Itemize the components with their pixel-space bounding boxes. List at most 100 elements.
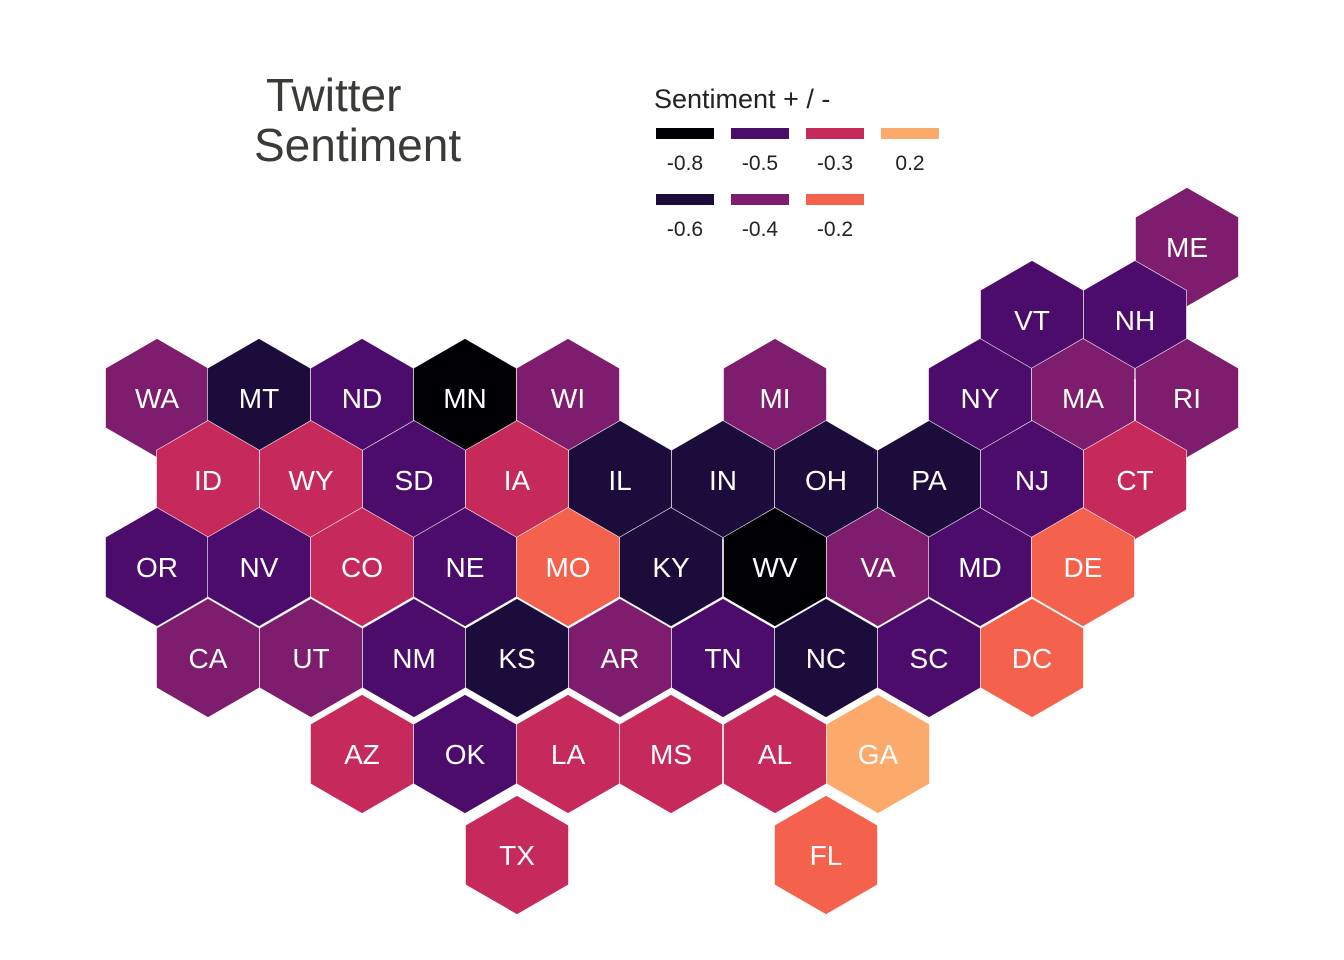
state-label: NH (1115, 305, 1155, 336)
state-label: VA (860, 552, 896, 583)
legend-label: -0.5 (741, 152, 779, 175)
state-hex-or: OR (105, 507, 209, 627)
state-label: MS (650, 739, 692, 770)
state-label: KS (498, 643, 535, 674)
state-label: OR (136, 552, 178, 583)
state-label: WV (752, 552, 797, 583)
state-label: CO (341, 552, 383, 583)
legend-swatch (806, 128, 864, 139)
state-hex-fl: FL (774, 795, 878, 915)
state-label: IN (709, 465, 737, 496)
state-hex-ks: KS (465, 598, 569, 718)
state-hex-ny: NY (928, 338, 1032, 458)
state-hex-wy: WY (259, 420, 363, 540)
legend-swatch (731, 128, 789, 139)
state-hex-de: DE (1031, 507, 1135, 627)
state-label: MI (759, 383, 790, 414)
state-label: MD (958, 552, 1002, 583)
state-hex-wa: WA (105, 338, 209, 458)
state-label: ND (342, 383, 382, 414)
state-label: NE (446, 552, 485, 583)
legend-label: -0.8 (666, 152, 704, 175)
legend-label: 0.2 (895, 152, 925, 175)
legend-title: Sentiment + / - (654, 84, 831, 114)
state-hex-md: MD (928, 507, 1032, 627)
state-label: IA (504, 465, 531, 496)
legend-item: -0.5 (730, 128, 800, 198)
state-hex-ky: KY (619, 507, 723, 627)
state-hex-co: CO (310, 507, 414, 627)
chart-title-line-1: Twitter (266, 69, 402, 121)
state-label: MO (545, 552, 590, 583)
state-hex-tn: TN (671, 598, 775, 718)
legend-label: -0.2 (816, 218, 854, 241)
legend-swatch (731, 194, 789, 205)
state-hex-al: AL (723, 694, 827, 814)
state-hex-nm: NM (362, 598, 466, 718)
state-hex-shape (1083, 260, 1187, 380)
state-hex-nv: NV (207, 507, 311, 627)
state-label: AR (601, 643, 640, 674)
legend-item: -0.2 (805, 194, 875, 264)
state-label: NV (240, 552, 279, 583)
legend-label: -0.4 (741, 218, 779, 241)
state-label: NC (806, 643, 846, 674)
state-hex-shape (619, 507, 723, 627)
legend-swatch (806, 194, 864, 205)
state-label: TX (499, 840, 535, 871)
state-label: AZ (344, 739, 380, 770)
state-hex-ok: OK (413, 694, 517, 814)
state-label: AL (758, 739, 792, 770)
state-hex-ms: MS (619, 694, 723, 814)
state-hex-tx: TX (465, 795, 569, 915)
state-hex-nj: NJ (980, 420, 1084, 540)
legend-swatch (656, 128, 714, 139)
state-label: CT (1116, 465, 1153, 496)
state-hex-id: ID (156, 420, 260, 540)
legend-swatch (881, 128, 939, 139)
state-label: SD (395, 465, 434, 496)
state-label: WI (551, 383, 585, 414)
state-hex-shape (980, 598, 1084, 718)
legend-item: 0.2 (880, 128, 950, 198)
state-label: NM (392, 643, 436, 674)
state-label: VT (1014, 305, 1050, 336)
state-label: WY (288, 465, 333, 496)
state-hex-ri: RI (1135, 338, 1239, 458)
chart-title-line-2: Sentiment (254, 119, 462, 171)
legend-swatch (656, 194, 714, 205)
state-hex-ia: IA (465, 420, 569, 540)
state-hex-nc: NC (774, 598, 878, 718)
state-hex-ut: UT (259, 598, 363, 718)
state-label: ME (1166, 232, 1208, 263)
state-hex-ar: AR (568, 598, 672, 718)
state-label: MA (1062, 383, 1104, 414)
state-hex-shape (826, 694, 930, 814)
state-label: GA (858, 739, 899, 770)
state-label: NY (961, 383, 1000, 414)
state-label: OK (445, 739, 486, 770)
state-hex-shape (1083, 420, 1187, 540)
state-label: WA (135, 383, 179, 414)
legend-item: -0.6 (655, 194, 725, 264)
state-hex-va: VA (826, 507, 930, 627)
state-hex-ct: CT (1083, 420, 1187, 540)
state-label: OH (805, 465, 847, 496)
state-label: SC (910, 643, 949, 674)
legend-item: -0.4 (730, 194, 800, 264)
state-label: MT (239, 383, 279, 414)
state-hex-dc: DC (980, 598, 1084, 718)
state-label: RI (1173, 383, 1201, 414)
state-hex-shape (619, 694, 723, 814)
state-hex-shape (465, 795, 569, 915)
state-hex-oh: OH (774, 420, 878, 540)
state-hex-shape (1031, 507, 1135, 627)
state-label: NJ (1015, 465, 1049, 496)
state-hex-in: IN (671, 420, 775, 540)
state-label: PA (911, 465, 947, 496)
state-hex-shape (1135, 338, 1239, 458)
state-label: FL (810, 840, 843, 871)
legend-label: -0.6 (666, 218, 704, 241)
state-label: IL (608, 465, 631, 496)
